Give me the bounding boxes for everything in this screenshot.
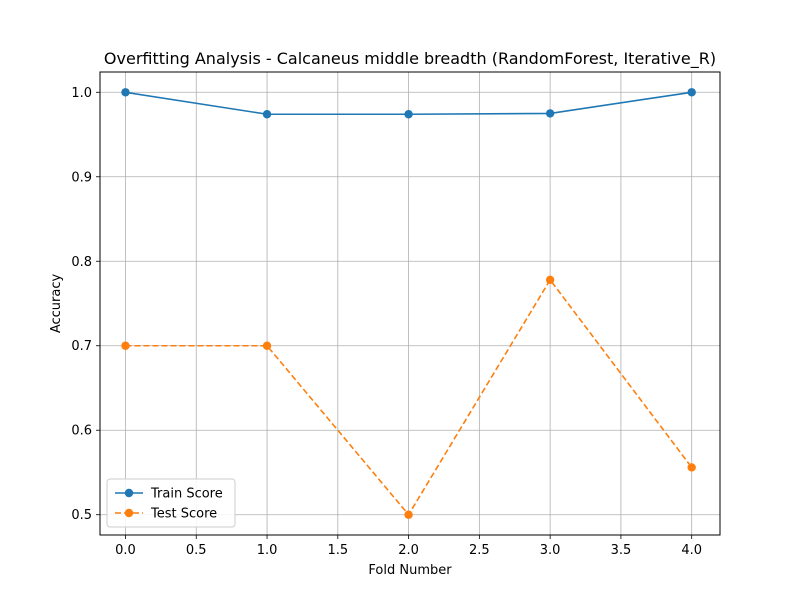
legend-label-test-score: Test Score xyxy=(150,507,217,522)
legend-marker-train-score xyxy=(124,488,134,498)
data-point-train-score xyxy=(262,110,272,119)
y-tick-label: 0.5 xyxy=(71,508,92,523)
ticks: 0.0 0.5 1.0 1.5 2.0 2.5 3.0 3.5 4.0 0.5 0.6 0.7 0.8 0… xyxy=(71,86,702,558)
x-tick-label: 1.0 xyxy=(257,543,278,558)
data-point-test-score xyxy=(545,275,555,285)
legend-marker-test-score xyxy=(124,508,134,518)
y-tick-label: 0.6 xyxy=(71,424,92,439)
data-point-train-score xyxy=(545,109,555,118)
series-layer xyxy=(121,88,696,519)
y-tick-label: 0.9 xyxy=(71,170,92,185)
data-point-train-score xyxy=(404,110,413,119)
chart-title: Overfitting Analysis - Calcaneus middle … xyxy=(104,49,716,69)
data-point-test-score xyxy=(262,341,272,350)
y-tick-label: 0.7 xyxy=(71,339,92,354)
x-tick-label: 0.5 xyxy=(186,543,207,558)
y-tick-label: 0.8 xyxy=(71,255,92,270)
data-point-test-score xyxy=(687,463,696,472)
x-tick-label: 3.5 xyxy=(611,543,632,558)
plot-frame xyxy=(99,71,721,536)
x-tick-label: 4.0 xyxy=(681,543,702,558)
x-tick-label: 2.0 xyxy=(398,543,419,558)
legend-label-train-score: Train Score xyxy=(150,487,223,502)
x-axis-label: Fold Number xyxy=(368,563,452,578)
legend: Train Score Test Score xyxy=(106,478,236,528)
legend-box xyxy=(106,478,236,528)
y-tick-label: 1.0 xyxy=(71,86,92,101)
y-axis-label: Accuracy xyxy=(49,274,64,334)
data-point-train-score xyxy=(687,88,696,97)
x-tick-label: 1.5 xyxy=(327,543,348,558)
x-tick-label: 2.5 xyxy=(469,543,490,558)
data-point-test-score xyxy=(404,510,413,519)
data-point-train-score xyxy=(121,88,130,97)
series-train-score xyxy=(121,88,696,119)
data-point-test-score xyxy=(121,341,130,350)
series-test-score xyxy=(121,275,696,519)
x-tick-label: 0.0 xyxy=(115,543,136,558)
x-tick-label: 3.0 xyxy=(540,543,561,558)
